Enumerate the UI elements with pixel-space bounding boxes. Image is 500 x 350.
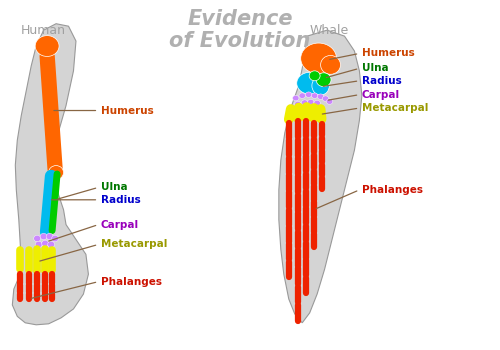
Text: Human: Human [21, 24, 66, 37]
Ellipse shape [40, 233, 47, 240]
Text: Humerus: Humerus [362, 48, 414, 58]
Text: Carpal: Carpal [101, 219, 139, 230]
Polygon shape [279, 30, 362, 323]
Ellipse shape [326, 99, 333, 104]
Text: Whale: Whale [310, 24, 349, 37]
Ellipse shape [322, 96, 329, 101]
Text: Metacarpal: Metacarpal [362, 103, 428, 113]
Ellipse shape [48, 241, 54, 248]
Ellipse shape [306, 92, 312, 97]
Ellipse shape [312, 76, 330, 95]
Text: Humerus: Humerus [101, 105, 154, 116]
Ellipse shape [292, 96, 299, 101]
Text: Radius: Radius [101, 195, 140, 205]
Ellipse shape [42, 240, 48, 247]
Ellipse shape [52, 235, 59, 242]
Text: Radius: Radius [362, 76, 402, 86]
Ellipse shape [318, 94, 324, 99]
Ellipse shape [320, 55, 340, 74]
Ellipse shape [314, 100, 320, 106]
Ellipse shape [48, 166, 64, 180]
Ellipse shape [309, 71, 320, 81]
Ellipse shape [302, 100, 308, 105]
Ellipse shape [46, 233, 53, 240]
Text: Ulna: Ulna [101, 182, 128, 192]
Text: Phalanges: Phalanges [101, 276, 162, 287]
Text: Evidence
of Evolution: Evidence of Evolution [170, 9, 310, 51]
Polygon shape [12, 24, 88, 325]
Ellipse shape [308, 99, 314, 105]
Ellipse shape [296, 72, 322, 94]
Ellipse shape [316, 73, 331, 87]
Ellipse shape [312, 93, 318, 98]
Text: Metacarpal: Metacarpal [101, 239, 167, 250]
Text: Phalanges: Phalanges [362, 185, 423, 195]
Text: Ulna: Ulna [362, 63, 388, 74]
Ellipse shape [300, 43, 336, 74]
Ellipse shape [299, 93, 306, 98]
Ellipse shape [35, 241, 42, 248]
Ellipse shape [35, 36, 59, 56]
Ellipse shape [294, 102, 301, 107]
Ellipse shape [34, 235, 40, 242]
Text: Carpal: Carpal [362, 90, 400, 100]
